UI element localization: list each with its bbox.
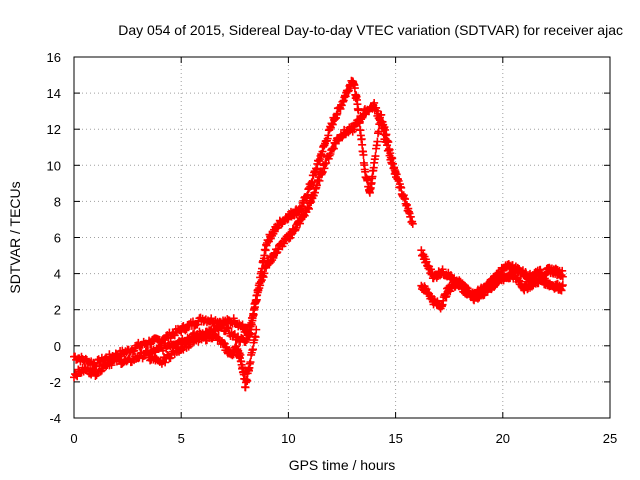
data-series: [70, 76, 417, 371]
data-point: [385, 151, 394, 160]
data-point: [390, 169, 399, 178]
data-point: [374, 127, 383, 136]
data-point: [325, 151, 334, 160]
data-point: [322, 159, 331, 168]
x-tick-label: 25: [603, 431, 617, 446]
data-points: [70, 76, 567, 392]
y-tick-label: 0: [54, 339, 61, 354]
data-point: [83, 364, 92, 373]
data-point: [223, 323, 232, 332]
data-point: [256, 277, 265, 286]
data-point: [320, 164, 329, 173]
data-point: [389, 159, 398, 168]
data-point: [207, 314, 216, 323]
data-point: [383, 141, 392, 150]
y-tick-label: 10: [47, 158, 61, 173]
y-tick-label: 4: [54, 267, 61, 282]
data-point: [260, 269, 269, 278]
data-point: [146, 340, 155, 349]
data-point: [558, 281, 567, 290]
x-tick-label: 0: [70, 431, 77, 446]
data-point: [304, 203, 313, 212]
data-point: [373, 137, 382, 146]
y-tick-label: -2: [49, 375, 61, 390]
data-point: [283, 215, 292, 224]
y-tick-label: 12: [47, 122, 61, 137]
data-point: [371, 152, 380, 161]
data-point: [328, 120, 337, 129]
y-tick-label: -4: [49, 411, 61, 426]
data-point: [229, 314, 238, 323]
y-tick-label: 2: [54, 303, 61, 318]
data-point: [246, 358, 255, 367]
data-point: [389, 164, 398, 173]
y-tick-label: 8: [54, 194, 61, 209]
data-point: [256, 281, 265, 290]
data-point: [370, 98, 379, 107]
data-point: [315, 176, 324, 185]
chart-title: Day 054 of 2015, Sidereal Day-to-day VTE…: [118, 22, 623, 38]
x-tick-label: 15: [388, 431, 402, 446]
data-point: [161, 358, 170, 367]
data-point: [259, 273, 268, 282]
x-tick-label: 5: [178, 431, 185, 446]
data-point: [72, 371, 81, 380]
data-point: [300, 211, 309, 220]
data-point: [359, 150, 368, 159]
data-point: [318, 167, 327, 176]
data-point: [558, 272, 567, 281]
data-point: [384, 146, 393, 155]
data-point: [280, 239, 289, 248]
data-point: [193, 320, 202, 329]
data-series: [70, 98, 400, 382]
data-point: [326, 149, 335, 158]
data-series: [145, 325, 261, 392]
x-tick-label: 20: [496, 431, 510, 446]
data-point: [251, 333, 260, 342]
y-tick-label: 16: [47, 50, 61, 65]
data-point: [107, 361, 116, 370]
data-point: [182, 325, 191, 334]
data-series: [417, 268, 567, 313]
grid-lines: [74, 57, 610, 418]
data-point: [166, 353, 175, 362]
y-tick-labels: -4 -2 0 2 4 6 8 10 12 14 16: [47, 50, 61, 426]
data-point: [181, 326, 190, 335]
data-series: [417, 246, 567, 302]
data-point: [387, 158, 396, 167]
x-axis-label: GPS time / hours: [289, 457, 396, 473]
data-point: [391, 168, 400, 177]
x-tick-labels: 0 5 10 15 20 25: [70, 431, 617, 446]
data-point: [442, 292, 451, 301]
data-point: [89, 365, 98, 374]
data-point: [252, 325, 261, 334]
x-tick-label: 10: [281, 431, 295, 446]
data-point: [350, 84, 359, 93]
plot-frame: [73, 56, 611, 419]
data-point: [408, 219, 417, 228]
y-tick-label: 6: [54, 231, 61, 246]
y-tick-label: 14: [47, 86, 61, 101]
data-point: [243, 376, 252, 385]
y-axis-label: SDTVAR / TECUs: [7, 181, 23, 293]
data-point: [304, 204, 313, 213]
